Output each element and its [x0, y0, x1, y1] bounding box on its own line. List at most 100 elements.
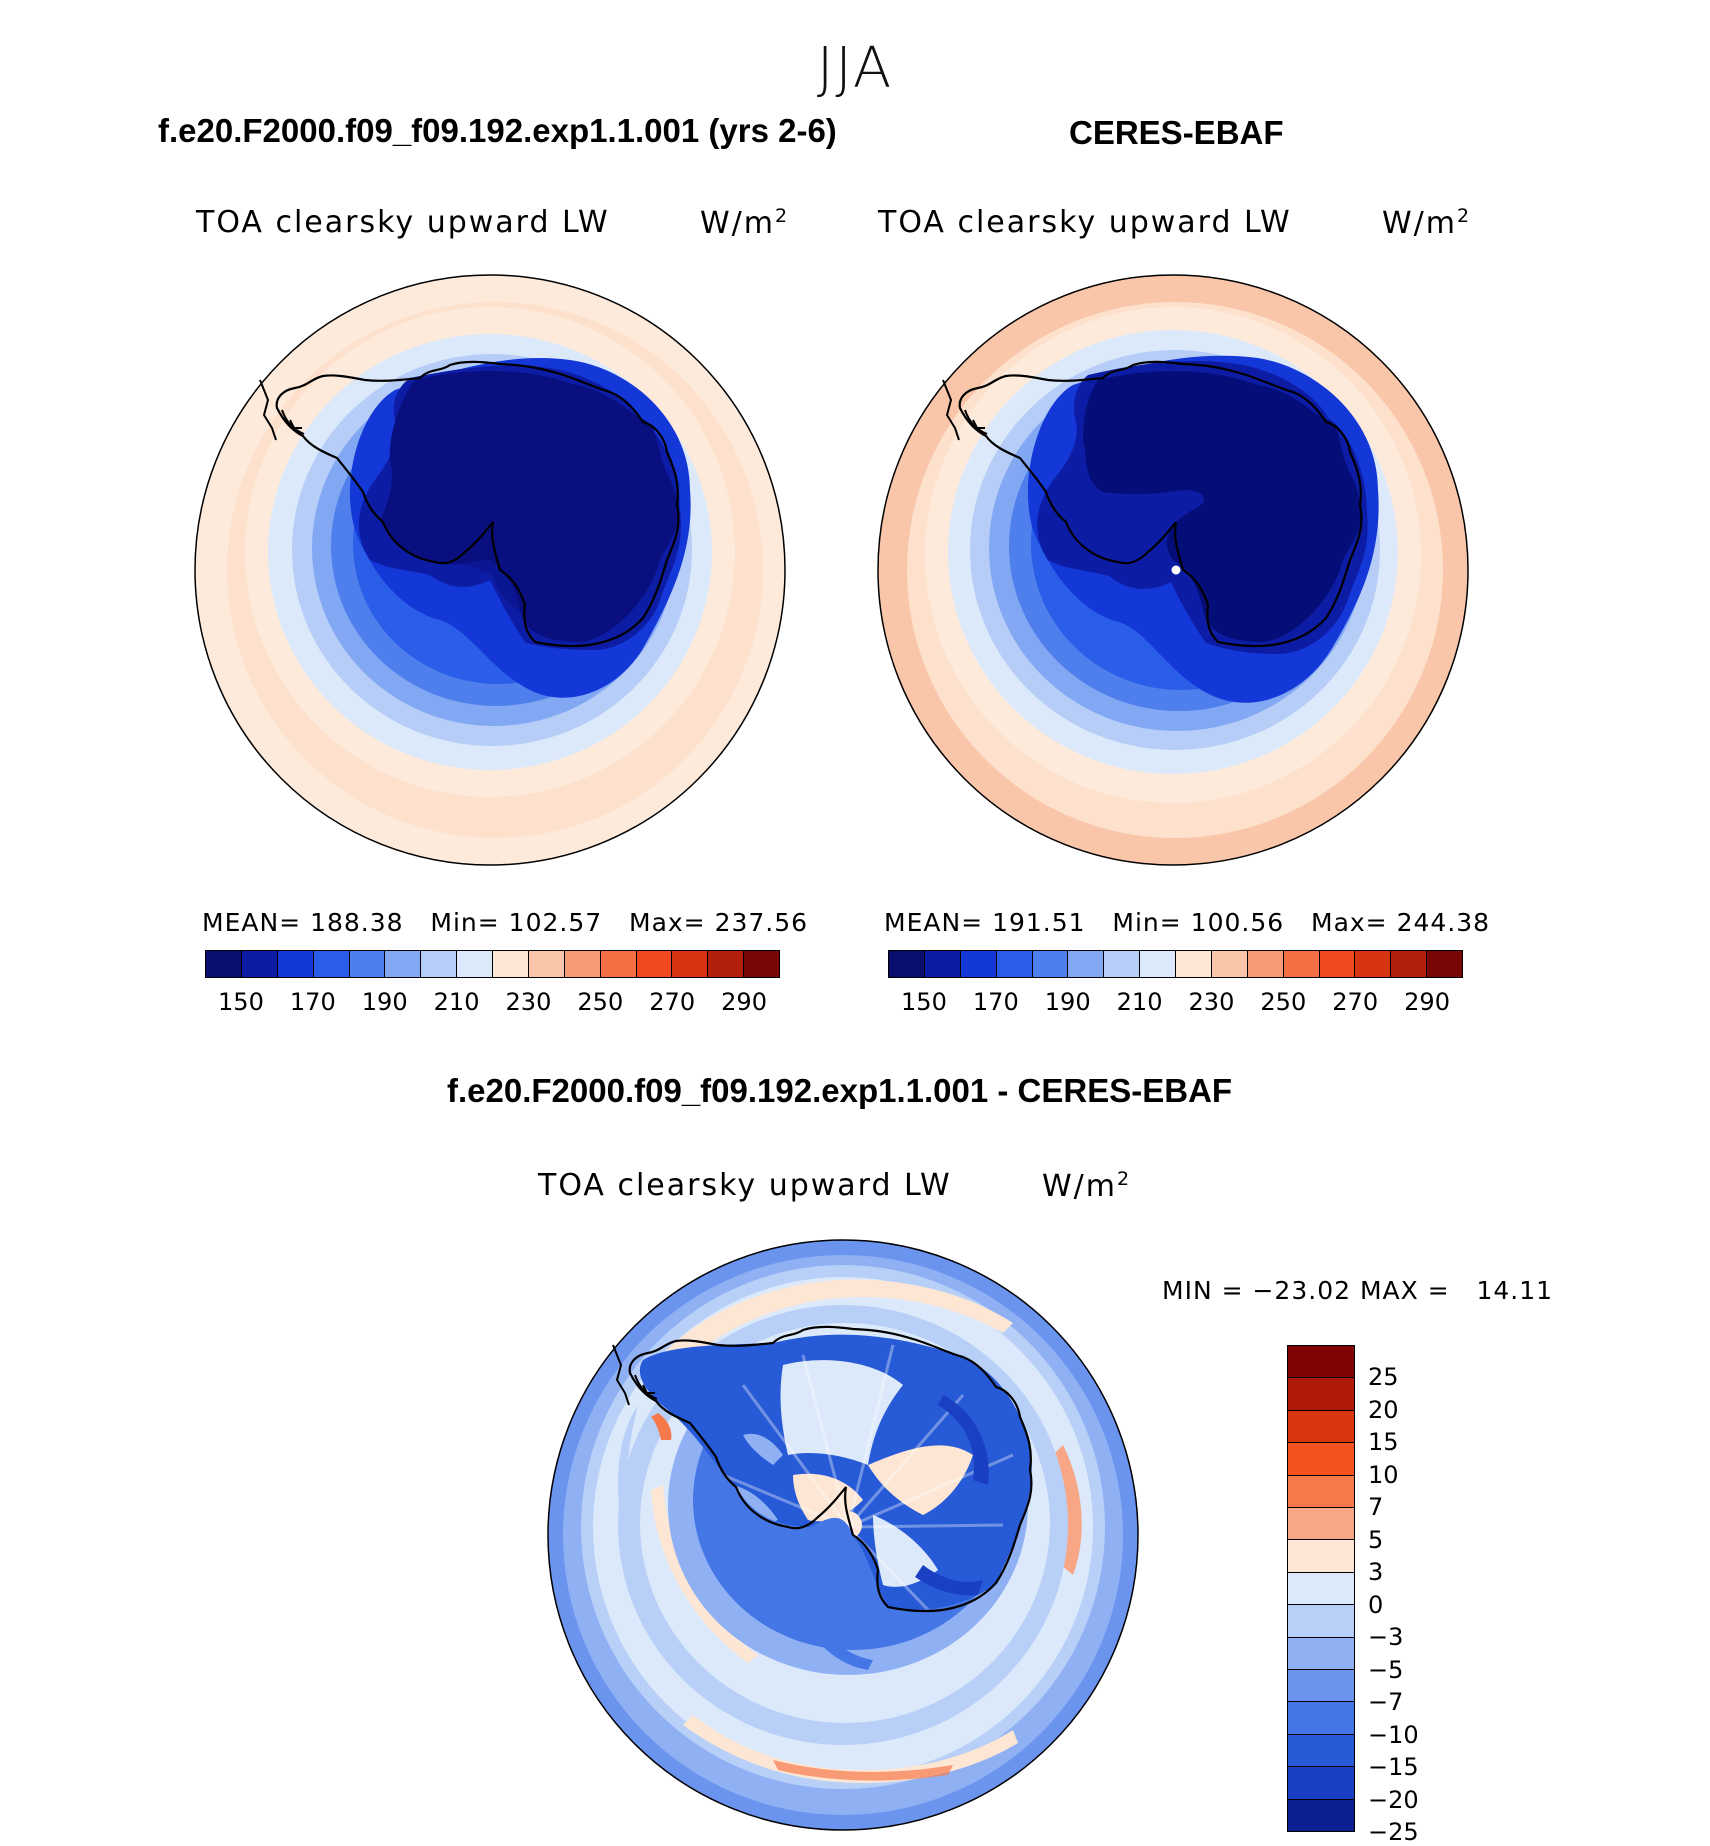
colorbar-swatch: [421, 951, 458, 977]
colorbar-swatch: [960, 951, 997, 977]
colorbar-tick-label: 290: [1404, 988, 1450, 1016]
colorbar-swatch: [1104, 951, 1141, 977]
colorbar-swatch: [1288, 1443, 1354, 1476]
colorbar-swatch: [1427, 951, 1462, 977]
colorbar-tick-label: −25: [1368, 1818, 1419, 1846]
colorbar-tick-label: 290: [721, 988, 767, 1016]
obs-polar-map: [877, 274, 1469, 866]
colorbar-tick-label: 230: [505, 988, 552, 1016]
colorbar-swatch: [493, 951, 529, 977]
colorbar-tick-label: 150: [901, 988, 947, 1016]
model-panel-title: f.e20.F2000.f09_f09.192.exp1.1.001 (yrs …: [158, 112, 837, 149]
obs-colorbar-ticks: 150 170 190 210 230 250 270 290: [888, 988, 1463, 1020]
obs-colorbar: [888, 950, 1463, 978]
colorbar-tick-label: −5: [1368, 1655, 1404, 1684]
colorbar-swatch: [1288, 1410, 1354, 1444]
colorbar-swatch: [206, 951, 242, 977]
model-units-label: W/m2: [700, 205, 790, 241]
colorbar-swatch: [1288, 1540, 1354, 1573]
colorbar-tick-label: −3: [1368, 1623, 1404, 1652]
colorbar-tick-label: 210: [1116, 988, 1163, 1016]
colorbar-tick-label: 150: [218, 988, 264, 1016]
colorbar-tick-label: 250: [577, 988, 624, 1016]
colorbar-swatch: [889, 951, 925, 977]
colorbar-swatch: [241, 951, 278, 977]
colorbar-swatch: [1288, 1572, 1354, 1606]
diff-panel-title: f.e20.F2000.f09_f09.192.exp1.1.001 - CER…: [447, 1072, 1233, 1109]
colorbar-swatch: [1288, 1734, 1354, 1768]
colorbar-tick-label: −10: [1368, 1720, 1419, 1749]
colorbar-tick-label: 20: [1368, 1395, 1399, 1424]
colorbar-swatch: [457, 951, 493, 977]
colorbar-tick-label: 10: [1368, 1460, 1399, 1489]
colorbar-swatch: [1319, 951, 1356, 977]
obs-panel-title: CERES-EBAF: [1069, 114, 1284, 151]
colorbar-swatch: [1176, 951, 1212, 977]
colorbar-swatch: [1288, 1637, 1354, 1671]
diff-colorbar-ticks: 25 20 15 10 7 5 3 0 −3 −5 −7 −10 −15 −20 −25: [1368, 1345, 1448, 1846]
colorbar-swatch: [1288, 1767, 1354, 1800]
colorbar-swatch: [277, 951, 314, 977]
colorbar-swatch: [708, 951, 745, 977]
model-polar-map: [194, 274, 786, 866]
colorbar-tick-label: 7: [1368, 1493, 1384, 1522]
colorbar-tick-label: 25: [1368, 1363, 1399, 1392]
colorbar-swatch: [528, 951, 565, 977]
colorbar-swatch: [1288, 1378, 1354, 1411]
colorbar-tick-label: 210: [433, 988, 480, 1016]
colorbar-swatch: [1391, 951, 1428, 977]
colorbar-swatch: [1355, 951, 1392, 977]
model-colorbar: [205, 950, 780, 978]
colorbar-swatch: [1283, 951, 1320, 977]
colorbar-tick-label: 190: [361, 988, 408, 1016]
colorbar-tick-label: 190: [1044, 988, 1091, 1016]
diff-variable-label: TOA clearsky upward LW: [538, 1168, 952, 1203]
colorbar-tick-label: 250: [1260, 988, 1307, 1016]
colorbar-swatch: [1068, 951, 1105, 977]
obs-stats: MEAN= 191.51 Min= 100.56 Max= 244.38: [884, 908, 1491, 937]
colorbar-tick-label: 270: [1332, 988, 1379, 1016]
model-stats: MEAN= 188.38 Min= 102.57 Max= 237.56: [202, 908, 809, 937]
colorbar-tick-label: 270: [649, 988, 696, 1016]
colorbar-tick-label: 15: [1368, 1428, 1399, 1457]
colorbar-swatch: [385, 951, 422, 977]
colorbar-swatch: [996, 951, 1033, 977]
colorbar-swatch: [600, 951, 637, 977]
colorbar-tick-label: 170: [972, 988, 1019, 1016]
colorbar-swatch: [564, 951, 601, 977]
season-title: JJA: [816, 36, 894, 101]
colorbar-tick-label: 5: [1368, 1525, 1384, 1554]
colorbar-swatch: [1211, 951, 1248, 977]
colorbar-tick-label: −20: [1368, 1785, 1419, 1814]
colorbar-swatch: [1288, 1799, 1354, 1832]
colorbar-swatch: [1288, 1475, 1354, 1509]
colorbar-swatch: [924, 951, 961, 977]
colorbar-tick-label: 0: [1368, 1590, 1384, 1619]
colorbar-tick-label: −7: [1368, 1688, 1404, 1717]
colorbar-swatch: [744, 951, 779, 977]
colorbar-swatch: [1288, 1702, 1354, 1735]
colorbar-swatch: [349, 951, 386, 977]
diff-colorbar: [1287, 1345, 1355, 1832]
colorbar-swatch: [1288, 1670, 1354, 1703]
colorbar-swatch: [636, 951, 673, 977]
model-colorbar-ticks: 150 170 190 210 230 250 270 290: [205, 988, 780, 1020]
colorbar-swatch: [1032, 951, 1069, 977]
colorbar-tick-label: 3: [1368, 1558, 1384, 1587]
obs-variable-label: TOA clearsky upward LW: [878, 205, 1292, 240]
diff-polar-map: [547, 1239, 1139, 1831]
colorbar-swatch: [313, 951, 350, 977]
colorbar-swatch: [1288, 1346, 1354, 1379]
colorbar-swatch: [1288, 1508, 1354, 1541]
colorbar-swatch: [1140, 951, 1176, 977]
colorbar-swatch: [1247, 951, 1284, 977]
diff-minmax: MIN = −23.02 MAX = 14.11: [1162, 1276, 1554, 1305]
colorbar-tick-label: 170: [289, 988, 336, 1016]
colorbar-tick-label: 230: [1188, 988, 1235, 1016]
diff-units-label: W/m2: [1042, 1168, 1132, 1204]
colorbar-tick-label: −15: [1368, 1753, 1419, 1782]
obs-units-label: W/m2: [1382, 205, 1472, 241]
colorbar-swatch: [1288, 1605, 1354, 1638]
colorbar-swatch: [672, 951, 709, 977]
model-variable-label: TOA clearsky upward LW: [196, 205, 610, 240]
